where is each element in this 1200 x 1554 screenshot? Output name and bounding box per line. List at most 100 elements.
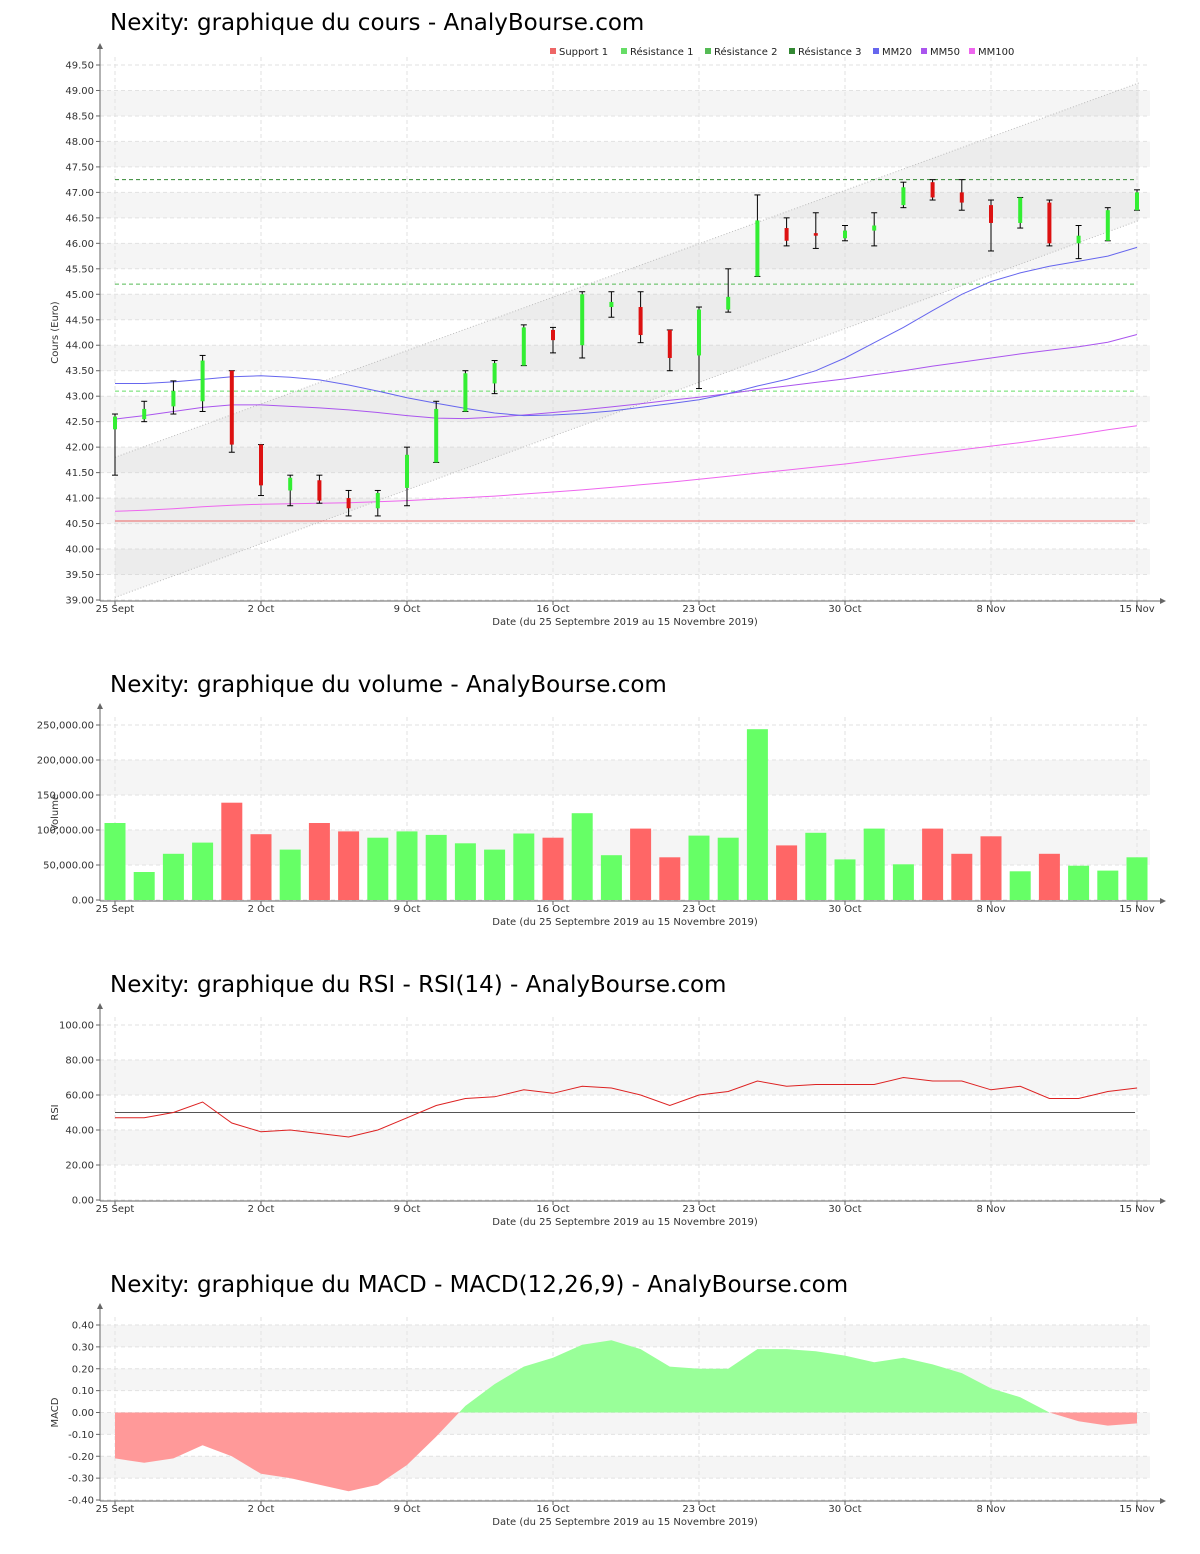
y-tick-label: 43.50 <box>65 366 94 377</box>
candle-body <box>375 493 380 509</box>
y-tick-label: 150,000.00 <box>37 791 94 802</box>
price-chart-title: Nexity: graphique du cours - AnalyBourse… <box>110 10 645 36</box>
y-tick-label: 200,000.00 <box>37 756 94 767</box>
grid-band <box>100 760 1150 795</box>
grid-band <box>100 1060 1150 1095</box>
x-tick-label: 9 Oct <box>394 1204 421 1215</box>
x-tick-label: 30 Oct <box>828 604 861 615</box>
x-tick-label: 8 Nov <box>976 1204 1005 1215</box>
grid-band <box>100 447 1150 473</box>
y-tick-label: 46.50 <box>65 213 94 224</box>
volume-bar <box>104 823 126 900</box>
x-tick-label: 30 Oct <box>828 1204 861 1215</box>
candle-body <box>521 327 526 366</box>
x-tick-label: 2 Oct <box>248 904 275 915</box>
volume-bar <box>1097 870 1119 900</box>
y-tick-label: -0.40 <box>68 1496 94 1507</box>
x-tick-label: 23 Oct <box>682 1504 715 1515</box>
candle-body <box>638 307 643 336</box>
volume-bar <box>863 828 885 900</box>
grid-band <box>100 549 1150 575</box>
x-tick-label: 2 Oct <box>248 1204 275 1215</box>
legend-label: MM100 <box>978 47 1014 58</box>
grid-band <box>100 90 1150 116</box>
grid-band <box>100 1325 1150 1347</box>
candle-body <box>580 294 585 346</box>
candle-body <box>872 225 877 231</box>
grid-band <box>100 345 1150 371</box>
rsi-chart-panel: Nexity: graphique du RSI - RSI(14) - Ana… <box>0 960 1200 1240</box>
candle-body <box>1047 202 1052 244</box>
y-axis-arrow <box>97 703 103 709</box>
x-tick-label: 8 Nov <box>976 604 1005 615</box>
y-tick-label: 47.00 <box>65 188 94 199</box>
y-tick-label: 0.30 <box>72 1342 94 1353</box>
y-tick-label: 20.00 <box>65 1161 94 1172</box>
grid-band <box>100 498 1150 524</box>
y-tick-label: 0.00 <box>72 896 94 907</box>
volume-bar <box>892 864 914 900</box>
grid-band <box>100 830 1150 865</box>
x-tick-label: 2 Oct <box>248 1504 275 1515</box>
candle-body <box>1135 192 1139 211</box>
x-axis-label: Date (du 25 Septembre 2019 au 15 Novembr… <box>492 917 758 928</box>
grid-band <box>100 141 1150 167</box>
volume-bar <box>133 872 155 900</box>
candle-body <box>784 228 789 241</box>
y-tick-label: 100,000.00 <box>37 826 94 837</box>
y-tick-label: 80.00 <box>65 1056 94 1067</box>
price-y-axis-label: Cours (Euro) <box>50 301 61 364</box>
y-tick-label: 45.50 <box>65 264 94 275</box>
legend-label: Résistance 1 <box>630 46 693 58</box>
rsi-line <box>115 1076 1138 1138</box>
legend-label: Support 1 <box>559 47 608 58</box>
x-axis-arrow <box>1160 1498 1166 1504</box>
x-tick-label: 25 Sept <box>96 904 135 915</box>
volume-bar <box>454 843 476 900</box>
candle-body <box>259 444 263 486</box>
rsi-y-axis-label: RSI <box>50 1104 61 1120</box>
volume-bar <box>1009 871 1031 900</box>
volume-chart-panel: Nexity: graphique du volume - AnalyBours… <box>0 660 1200 940</box>
y-tick-label: 49.50 <box>65 61 94 72</box>
candle-body <box>346 498 351 509</box>
volume-bar <box>338 831 360 900</box>
y-tick-label: 44.00 <box>65 341 94 352</box>
y-tick-label: 60.00 <box>65 1091 94 1102</box>
candle-body <box>492 363 497 384</box>
volume-bar <box>513 833 535 900</box>
x-tick-label: 23 Oct <box>682 904 715 915</box>
y-tick-label: -0.20 <box>68 1452 94 1463</box>
x-tick-label: 23 Oct <box>682 604 715 615</box>
x-axis-arrow <box>1160 898 1166 904</box>
volume-bar <box>717 837 739 900</box>
volume-bar <box>1038 853 1060 900</box>
volume-bar <box>951 853 973 900</box>
y-axis-arrow <box>97 1303 103 1309</box>
volume-bar <box>659 857 681 900</box>
rsi-chart-title: Nexity: graphique du RSI - RSI(14) - Ana… <box>110 972 727 998</box>
candle-body <box>901 187 906 206</box>
mm50-line <box>114 334 1138 420</box>
macd-negative-area <box>115 1412 1137 1492</box>
candle-body <box>171 391 176 407</box>
candle-body <box>959 192 964 203</box>
candle-body <box>229 370 234 445</box>
y-tick-label: 0.40 <box>72 1321 94 1332</box>
candle-body <box>726 296 731 310</box>
volume-bar <box>308 823 330 900</box>
x-tick-label: 30 Oct <box>828 1504 861 1515</box>
legend-swatch <box>705 48 711 54</box>
x-tick-label: 15 Nov <box>1119 604 1155 615</box>
grid-band <box>100 1130 1150 1165</box>
x-tick-label: 9 Oct <box>394 604 421 615</box>
candle-body <box>200 360 205 402</box>
legend-swatch <box>621 48 627 54</box>
y-tick-label: 50,000.00 <box>43 861 94 872</box>
volume-bar <box>571 813 593 900</box>
volume-bar <box>425 834 447 900</box>
candle-body <box>930 182 935 198</box>
y-tick-label: 0.10 <box>72 1386 94 1397</box>
x-tick-label: 15 Nov <box>1119 904 1155 915</box>
y-tick-label: 40.00 <box>65 545 94 556</box>
